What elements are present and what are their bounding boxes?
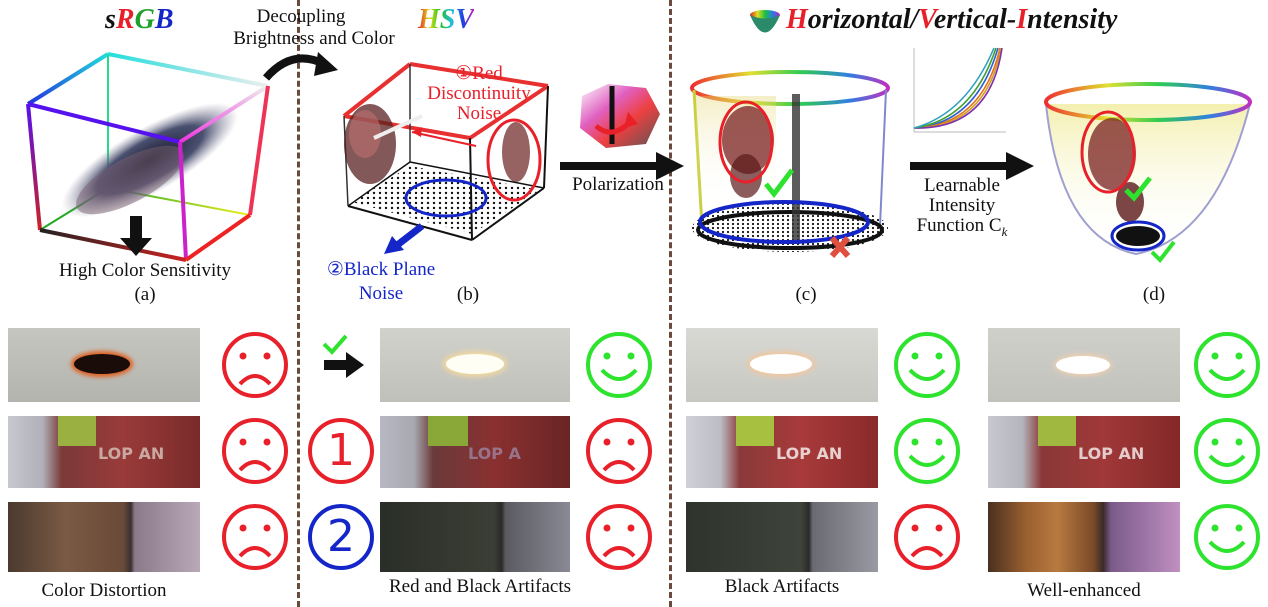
divider-right — [669, 0, 672, 607]
marker-one-icon: 1 — [308, 418, 374, 484]
happy-face-icon — [892, 416, 962, 486]
thumb-col2-row2: LOP A — [380, 416, 570, 488]
decoupling-label-2: Brightness and Color — [233, 28, 395, 49]
intensity-curves — [906, 44, 1010, 140]
blue-note-line-2: Noise — [358, 283, 404, 304]
divider-left — [297, 0, 300, 607]
caption-col2: Red and Black Artifacts — [388, 576, 572, 597]
sad-face-icon — [584, 416, 654, 486]
happy-face-icon — [1192, 330, 1262, 400]
blue-arrow-icon — [382, 222, 426, 256]
sad-face-icon — [220, 416, 290, 486]
title-hsv: HSV — [418, 4, 475, 35]
happy-face-icon — [584, 330, 654, 400]
thumb-col4-row2: LOP AN — [988, 416, 1180, 488]
learnable-line-2: Intensity — [928, 195, 996, 216]
red-note-line-3: Noise — [456, 103, 502, 124]
red-note-line-2: Discontinuity — [427, 83, 531, 104]
decoupling-arrow-icon — [262, 48, 342, 88]
happy-face-icon — [892, 330, 962, 400]
hvi-cylinder — [686, 66, 900, 266]
thumb-col3-row3 — [686, 502, 878, 572]
panel-d-letter: (d) — [1142, 284, 1166, 305]
hsv-box — [330, 56, 562, 246]
title-hvi: Horizontal/Vertical-Intensity — [786, 4, 1118, 35]
polarization-arrow-icon — [560, 152, 686, 180]
polarization-label: Polarization — [572, 174, 664, 195]
hvi-cone — [1040, 78, 1256, 268]
hvi-cone-icon — [748, 8, 782, 40]
caption-col4: Well-enhanced — [1027, 580, 1141, 601]
happy-face-icon — [1192, 502, 1262, 572]
title-srgb: sRGB — [105, 4, 174, 35]
thumb-col4-row1 — [988, 328, 1180, 402]
learnable-label: Learnable Intensity Function Ck — [906, 176, 1018, 242]
color-sphere-icon — [572, 78, 668, 152]
panel-a-caption: High Color Sensitivity — [58, 260, 232, 281]
caption-col3: Black Artifacts — [724, 576, 840, 597]
thumb-col2-row1 — [380, 328, 570, 402]
panel-c-letter: (c) — [795, 284, 817, 305]
learnable-line-3: Function Ck — [916, 215, 1008, 239]
red-note-1: ①Red Discontinuity Noise — [420, 64, 538, 124]
thumb-col1-row2: LOP AN — [8, 416, 200, 488]
check-arrow-icon — [320, 334, 366, 384]
blue-note: ②Black Plane Noise — [306, 258, 456, 306]
marker-two-icon: 2 — [308, 504, 374, 570]
caption-col1: Color Distortion — [41, 580, 167, 601]
thumb-col3-row2: LOP AN — [686, 416, 878, 488]
happy-face-icon — [1192, 416, 1262, 486]
srgb-cube — [0, 40, 290, 270]
sad-face-icon — [892, 502, 962, 572]
decoupling-label-1: Decoupling — [256, 6, 346, 27]
thumb-col3-row1 — [686, 328, 878, 402]
thumb-col1-row1 — [8, 328, 200, 402]
red-note-line-1: ①Red — [455, 63, 503, 84]
panel-b-letter: (b) — [456, 284, 480, 305]
thumb-col2-row3 — [380, 502, 570, 572]
thumb-col1-row3 — [8, 502, 200, 572]
learnable-arrow-icon — [910, 152, 1036, 180]
sad-face-icon — [584, 502, 654, 572]
thumb-col4-row3 — [988, 502, 1180, 572]
sad-face-icon — [220, 502, 290, 572]
learnable-line-1: Learnable — [924, 175, 1000, 196]
panel-a-letter: (a) — [134, 284, 156, 305]
blue-note-line-1: ②Black Plane — [326, 259, 436, 280]
learnable-subscript: k — [1001, 223, 1008, 239]
sad-face-icon — [220, 330, 290, 400]
